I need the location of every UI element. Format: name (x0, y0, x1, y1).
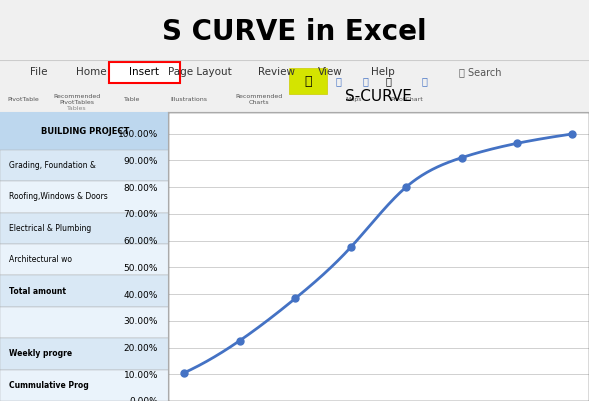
Point (235, 337, 244, 344)
Text: Total amount: Total amount (8, 287, 65, 296)
Text: Recommended
Charts: Recommended Charts (236, 94, 283, 105)
Text: Electrical & Plumbing: Electrical & Plumbing (8, 224, 91, 233)
Text: 🔍 Search: 🔍 Search (459, 67, 502, 77)
FancyBboxPatch shape (109, 62, 180, 83)
Text: 🌐: 🌐 (386, 76, 392, 86)
Text: 📊: 📊 (421, 76, 427, 86)
Text: Home: Home (76, 67, 107, 77)
FancyBboxPatch shape (289, 68, 327, 94)
FancyBboxPatch shape (0, 307, 171, 338)
Bar (168, 112, 589, 401)
FancyBboxPatch shape (0, 370, 171, 401)
Point (512, 140, 522, 146)
FancyBboxPatch shape (0, 181, 171, 213)
Text: Maps: Maps (345, 97, 362, 102)
Text: Grading, Foundation &: Grading, Foundation & (8, 161, 95, 170)
Point (457, 154, 466, 161)
Text: Recommended
PivotTables: Recommended PivotTables (53, 94, 100, 105)
Text: Insert: Insert (130, 67, 159, 77)
Text: Weekly progre: Weekly progre (8, 349, 72, 358)
Title: S-CURVE: S-CURVE (345, 89, 412, 104)
Text: Illustrations: Illustrations (170, 97, 207, 102)
Text: PivotChart: PivotChart (390, 97, 423, 102)
FancyBboxPatch shape (0, 150, 171, 181)
Point (568, 131, 577, 137)
Point (290, 295, 300, 302)
Text: Roofing,Windows & Doors: Roofing,Windows & Doors (8, 192, 107, 201)
Text: Review: Review (259, 67, 295, 77)
Point (346, 244, 355, 251)
Text: View: View (317, 67, 342, 77)
Text: BUILDING PROJECT: BUILDING PROJECT (41, 127, 130, 136)
Text: 📈: 📈 (304, 75, 312, 87)
Text: Cummulative Prog: Cummulative Prog (8, 381, 88, 390)
FancyBboxPatch shape (0, 213, 171, 244)
Text: Page Layout: Page Layout (168, 67, 232, 77)
FancyBboxPatch shape (0, 112, 171, 150)
Point (402, 184, 411, 190)
Text: Tables: Tables (67, 106, 87, 111)
Text: S CURVE in Excel: S CURVE in Excel (162, 18, 427, 46)
Text: Architectural wo: Architectural wo (8, 255, 71, 264)
Text: File: File (29, 67, 47, 77)
FancyBboxPatch shape (0, 244, 171, 275)
Text: 📉: 📉 (362, 76, 368, 86)
Text: Table: Table (124, 97, 141, 102)
Text: 📊: 📊 (336, 76, 342, 86)
Text: PivotTable: PivotTable (8, 97, 39, 102)
Text: Help: Help (371, 67, 395, 77)
FancyBboxPatch shape (0, 338, 171, 370)
FancyBboxPatch shape (0, 275, 171, 307)
Point (180, 369, 189, 376)
